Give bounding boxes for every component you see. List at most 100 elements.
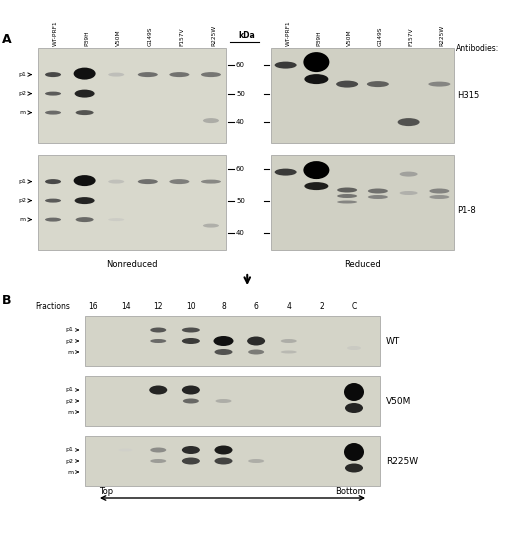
Text: 60: 60	[236, 62, 245, 68]
Ellipse shape	[45, 179, 61, 184]
Ellipse shape	[182, 385, 200, 394]
Text: m: m	[67, 470, 73, 474]
Ellipse shape	[344, 383, 364, 401]
Text: p1: p1	[18, 179, 26, 184]
Text: V50M: V50M	[116, 29, 121, 46]
Text: Top: Top	[99, 487, 113, 496]
Ellipse shape	[108, 180, 124, 184]
Text: p1: p1	[65, 327, 73, 332]
Ellipse shape	[368, 189, 388, 193]
Text: p2: p2	[65, 398, 73, 404]
Ellipse shape	[214, 445, 233, 455]
Text: WT-PRF1: WT-PRF1	[53, 20, 58, 46]
Ellipse shape	[337, 200, 357, 204]
Ellipse shape	[203, 118, 219, 123]
Text: Nonreduced: Nonreduced	[106, 260, 158, 269]
Text: P39H: P39H	[85, 31, 90, 46]
Text: m: m	[67, 349, 73, 354]
Ellipse shape	[150, 459, 166, 463]
Ellipse shape	[138, 179, 158, 184]
Text: p1: p1	[18, 72, 26, 77]
Text: C: C	[351, 302, 356, 311]
Ellipse shape	[150, 448, 166, 452]
Text: kDa: kDa	[238, 31, 255, 40]
Text: 40: 40	[236, 230, 245, 236]
Ellipse shape	[45, 110, 61, 115]
Bar	[38, 48, 226, 143]
Text: 40: 40	[236, 119, 245, 125]
Text: R225W: R225W	[386, 457, 418, 465]
Bar	[38, 155, 226, 250]
Ellipse shape	[45, 92, 61, 95]
Text: p2: p2	[65, 339, 73, 344]
Ellipse shape	[74, 68, 96, 80]
Ellipse shape	[368, 195, 388, 199]
Ellipse shape	[429, 189, 449, 193]
Ellipse shape	[183, 398, 199, 404]
Ellipse shape	[45, 218, 61, 221]
Ellipse shape	[75, 90, 95, 98]
Ellipse shape	[75, 197, 95, 204]
Ellipse shape	[248, 459, 264, 463]
Ellipse shape	[345, 464, 363, 473]
Text: p2: p2	[65, 458, 73, 464]
Ellipse shape	[337, 188, 357, 192]
Text: R225W: R225W	[211, 25, 216, 46]
Ellipse shape	[203, 224, 219, 228]
Text: m: m	[67, 410, 73, 414]
Text: WT-PRF1: WT-PRF1	[285, 20, 291, 46]
Text: p2: p2	[18, 198, 26, 203]
Text: m: m	[20, 110, 26, 115]
Text: A: A	[2, 33, 12, 46]
Ellipse shape	[182, 446, 200, 454]
Text: B: B	[2, 294, 12, 307]
Ellipse shape	[344, 443, 364, 461]
Text: p1: p1	[65, 448, 73, 452]
Text: 50: 50	[236, 198, 245, 204]
Ellipse shape	[149, 385, 167, 394]
Text: Antibodies:: Antibodies:	[456, 44, 499, 53]
Ellipse shape	[397, 118, 420, 126]
Text: 6: 6	[254, 302, 259, 311]
Ellipse shape	[108, 72, 124, 77]
Text: 14: 14	[121, 302, 130, 311]
Bar	[85, 436, 380, 486]
Ellipse shape	[108, 218, 124, 221]
Ellipse shape	[345, 403, 363, 413]
Text: F157V: F157V	[409, 27, 414, 46]
Text: H315: H315	[457, 91, 479, 100]
Text: G149S: G149S	[148, 26, 153, 46]
Ellipse shape	[76, 217, 94, 222]
Text: R225W: R225W	[440, 25, 444, 46]
Ellipse shape	[400, 191, 418, 195]
Ellipse shape	[275, 62, 297, 69]
Ellipse shape	[337, 194, 357, 198]
Text: p2: p2	[18, 91, 26, 96]
Ellipse shape	[303, 161, 330, 179]
Ellipse shape	[213, 336, 234, 346]
Ellipse shape	[182, 458, 200, 465]
Text: 16: 16	[88, 302, 98, 311]
Ellipse shape	[429, 195, 449, 199]
Ellipse shape	[281, 351, 297, 354]
Ellipse shape	[169, 72, 190, 77]
Text: P39H: P39H	[316, 31, 321, 46]
Ellipse shape	[45, 72, 61, 77]
Ellipse shape	[169, 179, 190, 184]
Text: WT: WT	[386, 337, 400, 346]
Text: G149S: G149S	[378, 26, 383, 46]
Ellipse shape	[248, 349, 264, 354]
Text: 60: 60	[236, 166, 245, 172]
Ellipse shape	[303, 52, 330, 72]
Text: Fractions: Fractions	[35, 302, 70, 311]
Text: V50M: V50M	[386, 397, 411, 406]
Ellipse shape	[76, 110, 94, 115]
Ellipse shape	[45, 199, 61, 203]
Ellipse shape	[367, 81, 389, 87]
Ellipse shape	[150, 339, 166, 343]
Bar	[271, 48, 454, 143]
Text: 2: 2	[319, 302, 324, 311]
Text: 10: 10	[186, 302, 196, 311]
Bar	[85, 316, 380, 366]
Ellipse shape	[214, 349, 233, 355]
